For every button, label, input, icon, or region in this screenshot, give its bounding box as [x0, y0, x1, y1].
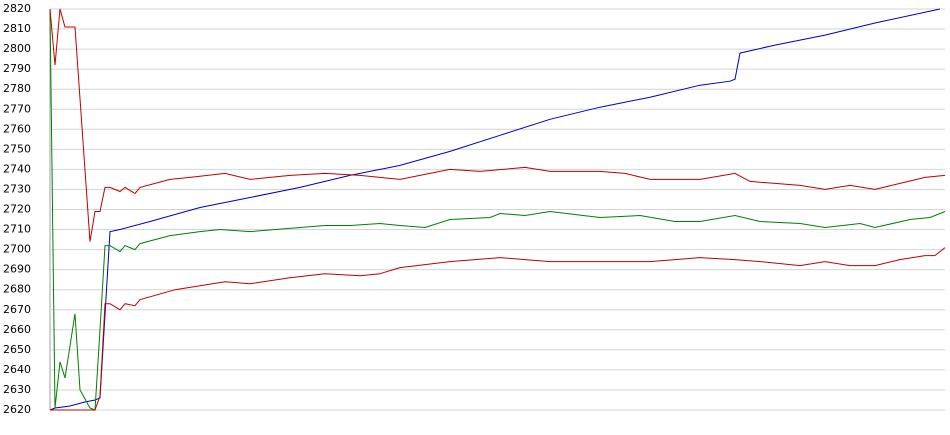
- series-line: [49, 8, 946, 242]
- y-tick-label: 2720: [3, 203, 31, 216]
- y-tick-label: 2780: [3, 82, 31, 95]
- y-tick-label: 2710: [3, 223, 31, 236]
- y-tick-label: 2680: [3, 283, 31, 296]
- y-tick-label: 2760: [3, 122, 31, 135]
- y-tick-label: 2800: [3, 42, 31, 55]
- series-line: [49, 8, 941, 411]
- y-tick-label: 2620: [3, 403, 31, 416]
- y-tick-label: 2790: [3, 62, 31, 75]
- series-line: [50, 247, 946, 411]
- y-tick-label: 2700: [3, 243, 31, 256]
- y-tick-label: 2770: [3, 102, 31, 115]
- y-tick-label: 2670: [3, 303, 31, 316]
- y-tick-label: 2810: [3, 22, 31, 35]
- y-tick-label: 2690: [3, 263, 31, 276]
- y-tick-label: 2640: [3, 363, 31, 376]
- y-tick-label: 2650: [3, 343, 31, 356]
- y-tick-label: 2740: [3, 162, 31, 175]
- y-tick-label: 2630: [3, 383, 31, 396]
- y-tick-label: 2750: [3, 142, 31, 155]
- y-tick-label: 2820: [3, 2, 31, 15]
- y-tick-label: 2660: [3, 323, 31, 336]
- y-tick-label: 2730: [3, 182, 31, 195]
